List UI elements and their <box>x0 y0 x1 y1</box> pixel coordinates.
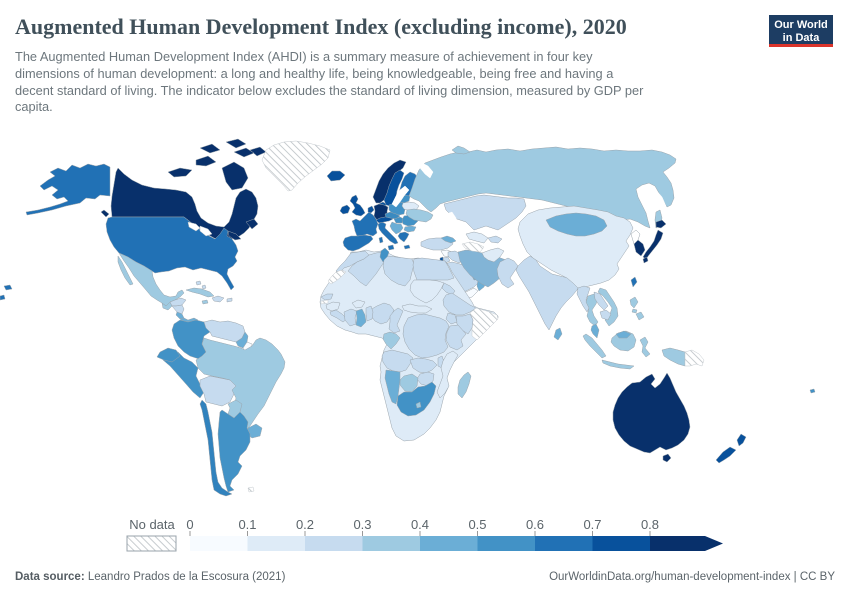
svg-text:0.7: 0.7 <box>583 517 601 532</box>
svg-text:0.3: 0.3 <box>353 517 371 532</box>
svg-text:0.4: 0.4 <box>411 517 429 532</box>
svg-text:No data: No data <box>129 517 175 532</box>
svg-text:0.8: 0.8 <box>641 517 659 532</box>
svg-text:0.1: 0.1 <box>238 517 256 532</box>
svg-text:0.6: 0.6 <box>526 517 544 532</box>
svg-text:0: 0 <box>186 517 193 532</box>
svg-text:0.2: 0.2 <box>296 517 314 532</box>
svg-text:0.5: 0.5 <box>468 517 486 532</box>
